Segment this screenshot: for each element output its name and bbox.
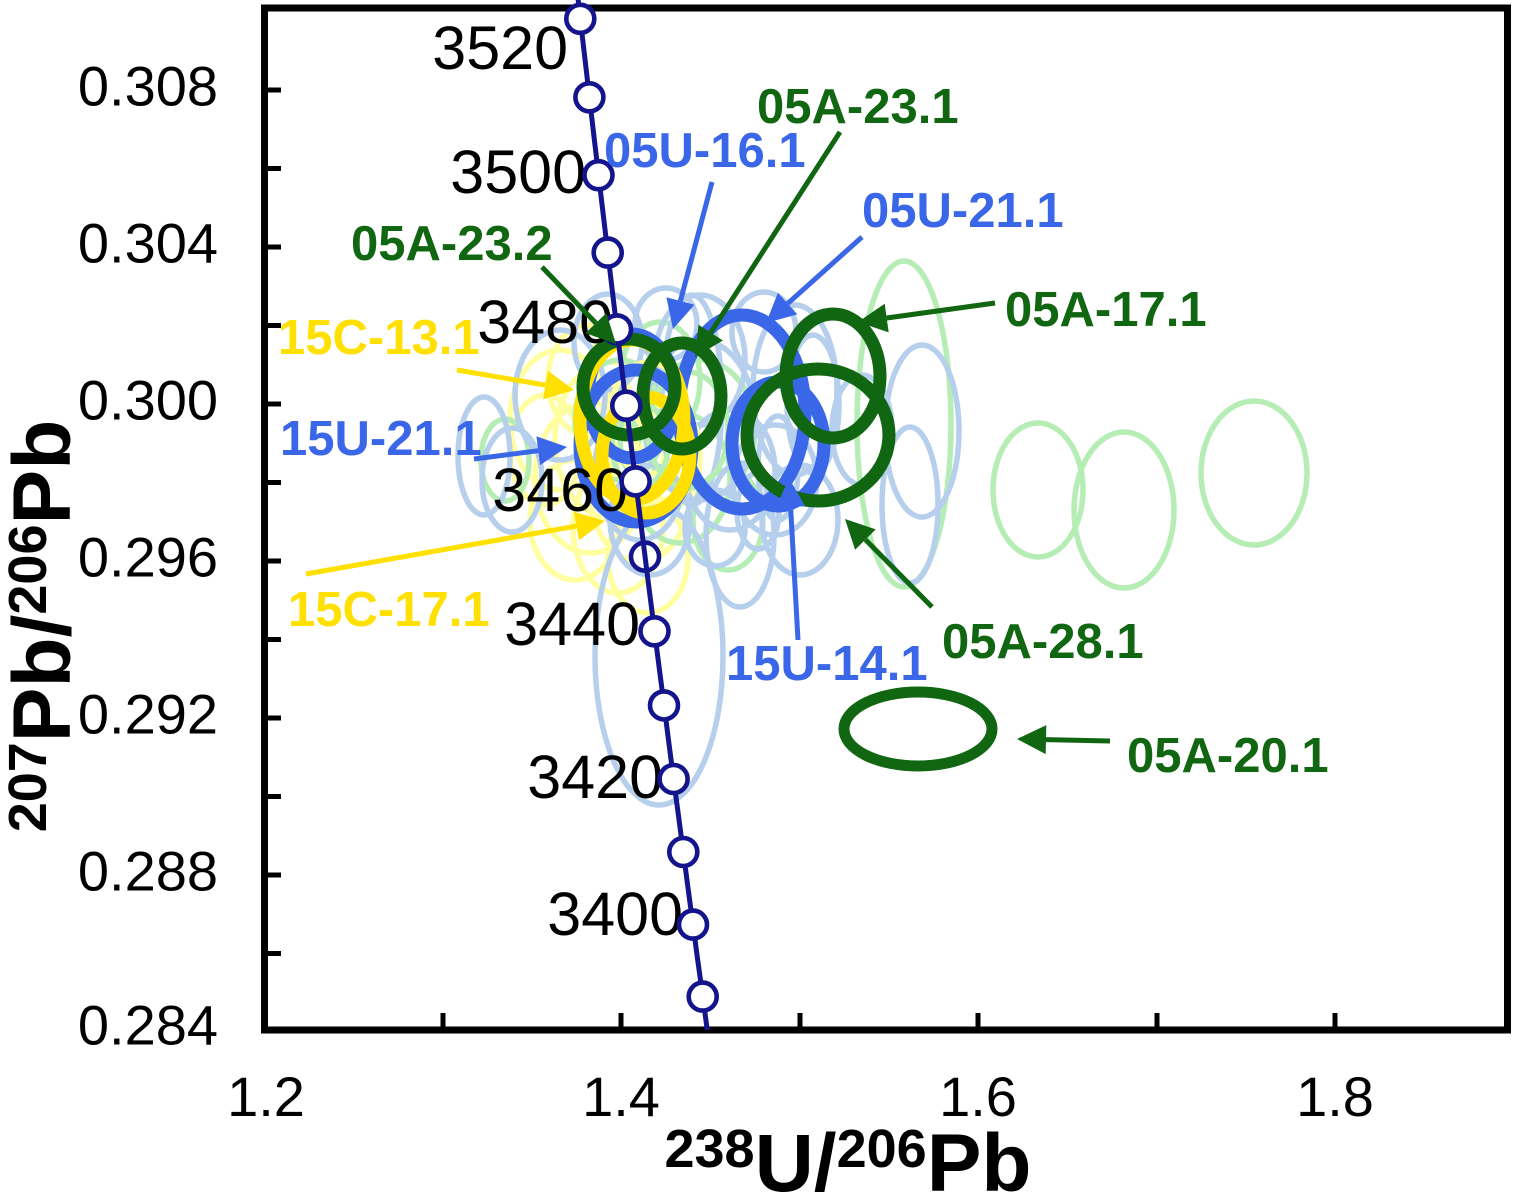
svg-text:1.4: 1.4 [582, 1065, 660, 1128]
svg-text:3480: 3480 [477, 288, 613, 356]
svg-text:0.300: 0.300 [78, 369, 218, 432]
svg-text:0.304: 0.304 [78, 212, 218, 275]
svg-text:05A-17.1: 05A-17.1 [1005, 283, 1207, 337]
svg-text:1.6: 1.6 [939, 1065, 1017, 1128]
svg-text:1.2: 1.2 [227, 1065, 305, 1128]
svg-text:3520: 3520 [432, 14, 568, 82]
svg-text:05U-16.1: 05U-16.1 [604, 124, 806, 178]
svg-text:15U-14.1: 15U-14.1 [726, 637, 928, 691]
svg-text:15C-17.1: 15C-17.1 [288, 583, 490, 637]
svg-text:0.288: 0.288 [78, 840, 218, 903]
svg-text:3500: 3500 [450, 138, 586, 206]
svg-text:0.284: 0.284 [78, 994, 218, 1057]
svg-text:0.292: 0.292 [78, 683, 218, 746]
svg-text:05A-23.1: 05A-23.1 [757, 80, 959, 134]
svg-text:15U-21.1: 15U-21.1 [280, 412, 482, 466]
svg-text:05A-20.1: 05A-20.1 [1127, 729, 1329, 783]
svg-text:3400: 3400 [547, 880, 683, 948]
svg-text:207Pb/206Pb: 207Pb/206Pb [0, 420, 88, 833]
svg-text:3460: 3460 [492, 456, 628, 524]
svg-text:15C-13.1: 15C-13.1 [278, 311, 480, 365]
svg-text:05A-23.2: 05A-23.2 [351, 217, 553, 271]
svg-text:238U/206Pb: 238U/206Pb [664, 1118, 1031, 1192]
svg-text:0.296: 0.296 [78, 526, 218, 589]
svg-text:05A-28.1: 05A-28.1 [942, 615, 1144, 669]
svg-text:05U-21.1: 05U-21.1 [862, 184, 1064, 238]
svg-text:3420: 3420 [527, 743, 663, 811]
svg-text:3440: 3440 [504, 590, 640, 658]
svg-text:0.308: 0.308 [78, 55, 218, 118]
svg-text:1.8: 1.8 [1296, 1065, 1374, 1128]
